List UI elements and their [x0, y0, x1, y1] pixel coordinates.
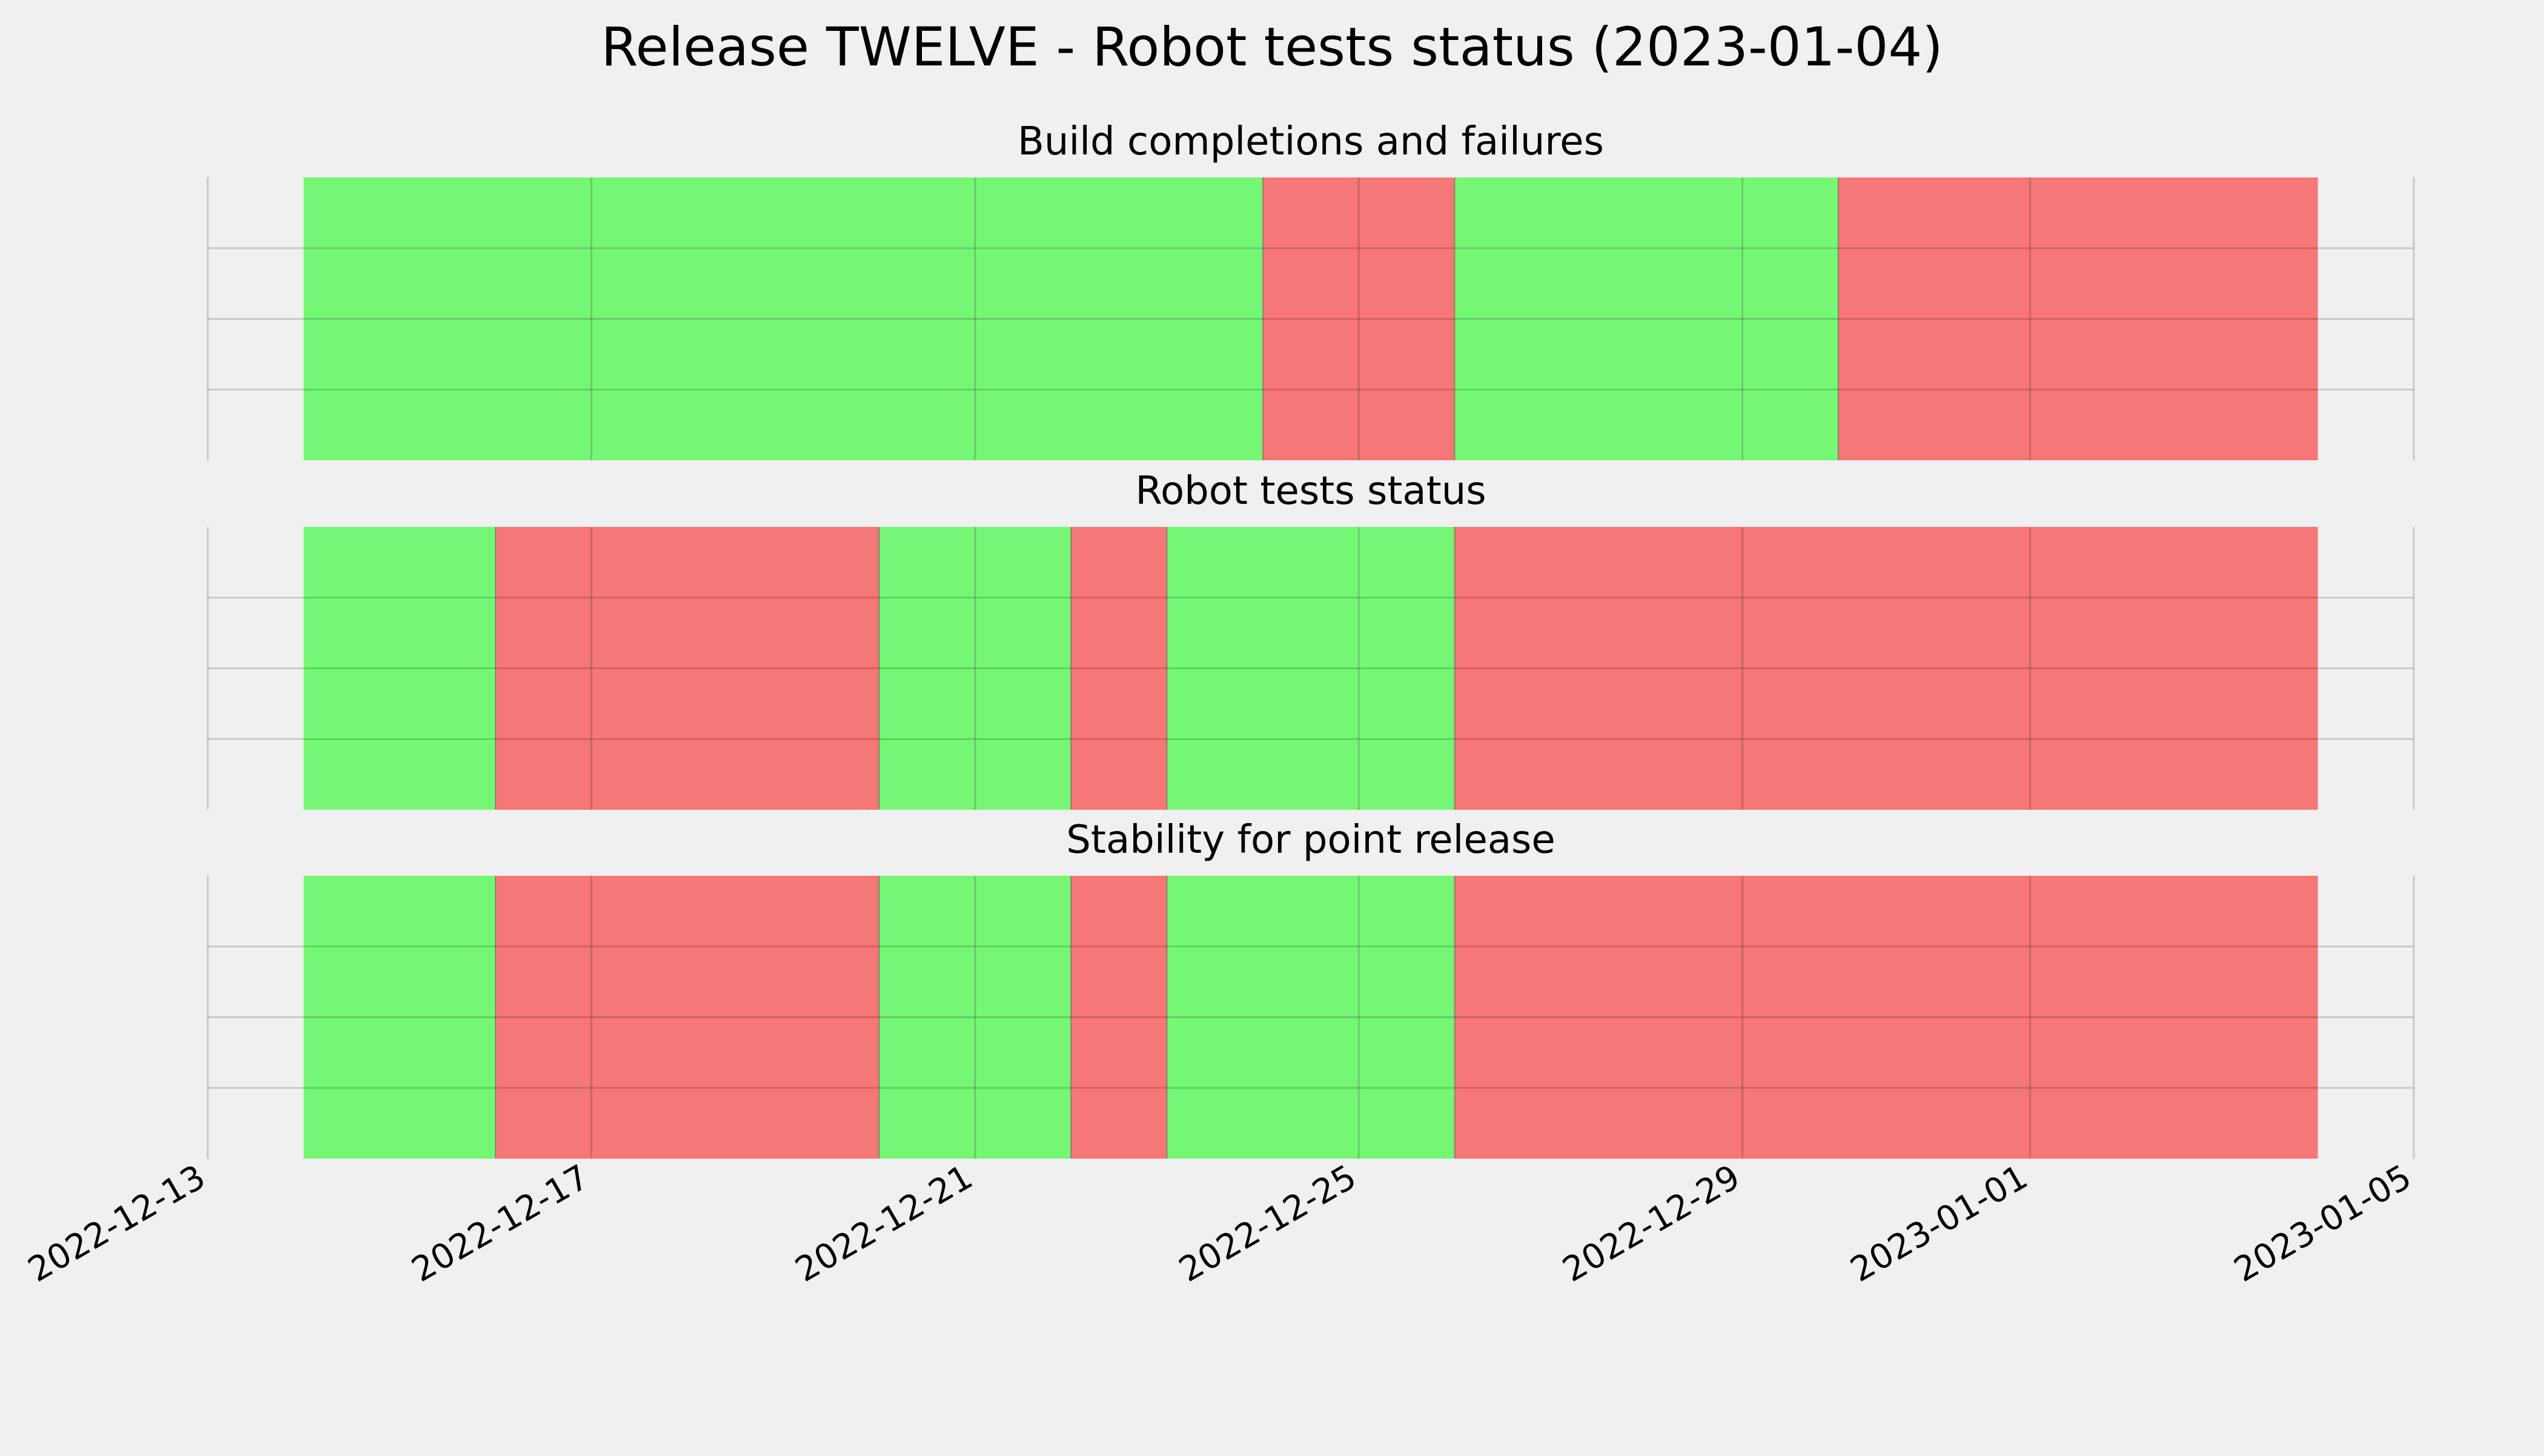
- status-segment-pass: [303, 527, 496, 810]
- status-segment-pass: [879, 527, 1072, 810]
- status-segment-pass: [1454, 177, 1838, 460]
- panel: Build completions and failures: [207, 119, 2415, 460]
- x-tick-label: 2022-12-21: [789, 1157, 979, 1290]
- x-tick-label: 2022-12-25: [1173, 1157, 1363, 1290]
- x-tick-label: 2022-12-13: [22, 1157, 212, 1290]
- panel: Stability for point release: [207, 818, 2415, 1159]
- status-segment-pass: [879, 876, 1072, 1159]
- status-segment-fail: [1262, 177, 1455, 460]
- status-segment-pass: [1167, 876, 1455, 1159]
- panel-title: Stability for point release: [1066, 818, 1555, 862]
- status-segment-pass: [303, 876, 496, 1159]
- panel-title: Build completions and failures: [1018, 119, 1604, 164]
- status-segment-fail: [1071, 876, 1167, 1159]
- status-segment-fail: [495, 876, 879, 1159]
- status-segment-fail: [1454, 527, 2318, 810]
- panel-title: Robot tests status: [1135, 469, 1486, 514]
- panels-layer: Build completions and failures Robot test…: [207, 119, 2415, 1159]
- x-tick-label: 2022-12-29: [1556, 1157, 1746, 1290]
- status-segment-fail: [1071, 527, 1167, 810]
- status-segment-fail: [1838, 177, 2318, 460]
- x-tick-label: 2022-12-17: [405, 1157, 595, 1290]
- status-segment-fail: [1454, 876, 2318, 1159]
- status-segment-pass: [1167, 527, 1455, 810]
- x-axis: 2022-12-13 2022-12-17 2022-12-21 2022-12-25…: [22, 1157, 2418, 1290]
- x-tick-label: 2023-01-05: [2228, 1157, 2418, 1290]
- status-segment-fail: [495, 527, 879, 810]
- x-tick-label: 2023-01-01: [1844, 1157, 2034, 1290]
- chart-title: Release TWELVE - Robot tests status (202…: [601, 16, 1943, 78]
- panel: Robot tests status: [207, 469, 2415, 810]
- status-segment-pass: [303, 177, 1263, 460]
